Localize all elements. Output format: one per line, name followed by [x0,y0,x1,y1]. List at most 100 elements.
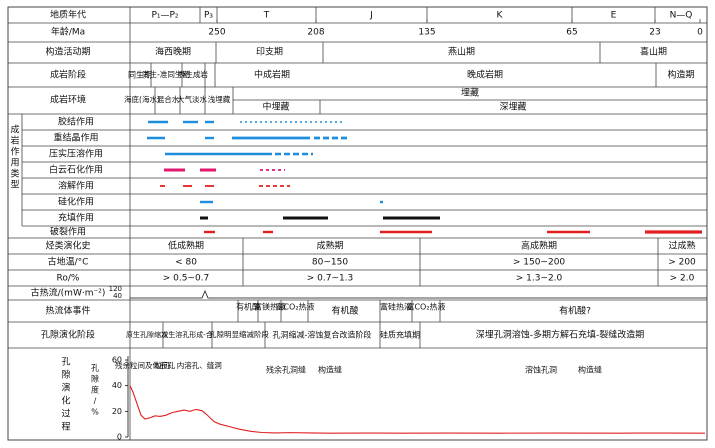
age-tick-label: 250 [208,28,225,38]
diagenesis-type-label: 重结晶作用 [53,132,98,144]
diagenesis-type-label: 白云石化作用 [49,164,103,176]
row-label-pore-process-char: 过 [61,408,70,420]
porosity-axis-label: 孔隙度 /% [91,364,99,417]
row-label-pore-process-char: 程 [61,422,70,433]
diagenesis-type-label: 胶结作用 [58,116,94,128]
ro-label: > 1.3~2.0 [516,274,563,284]
row-label-ro: Ro/% [57,274,80,284]
maturity-label: 高成熟期 [521,240,557,252]
period-label: J [369,11,373,21]
stage-label: 中成岩期 [254,69,290,81]
event-label: 富CO₂热液 [275,302,314,312]
pore-stage-label: 深埋孔洞溶蚀-多期方解石充填-裂缝改造期 [476,329,645,341]
env-label: 混合水 [157,94,180,104]
porosity-axis-label-char: % [91,408,99,417]
row-label-pore-stage: 孔隙演化阶段 [41,329,95,341]
maturity-label: 低成熟期 [168,240,204,252]
period-label: T [263,11,270,21]
pore-stage-label: 孔洞缩减-溶蚀复合改造阶段 [273,330,372,340]
period-label: P₃ [204,11,213,21]
stage-label: 构造期 [667,69,694,81]
tectonic-label: 印支期 [256,46,283,58]
row-label-diagenesis-group-char: 型 [10,180,19,191]
event-label: 富CO₂热液 [406,302,445,312]
row-label-pore-process-char: 隙 [61,369,70,381]
paleotemp-label: 80~150 [312,258,348,268]
age-tick-label: 0 [697,28,703,38]
diagenesis-type-label: 充填作用 [58,212,94,224]
row-label-diagenesis-group-char: 岩 [10,135,19,147]
heat-flow-curve [130,289,707,299]
stage-label: 同生期 [128,70,152,80]
diagenesis-type-label: 溶解作用 [58,180,94,192]
porosity-axis-label-char: 隙 [91,374,99,384]
row-label-fracture: 破裂作用 [50,226,86,238]
event-label: 有机酸 [331,305,358,317]
maturity-label: 成熟期 [316,240,343,252]
porosity-tick-label: 20 [112,407,122,416]
row-label-paleotemp: 古地温/°C [48,256,89,268]
row-label-hydrocarbon-history: 烃类演化史 [45,240,90,252]
age-tick-label: 23 [649,28,660,38]
pore-stage-label: 孔隙明显缩减阶段 [209,329,269,339]
porosity-curve [129,385,706,434]
pore-stage-label: 次生溶孔形成-合 [161,330,213,339]
env-label: 大气淡水 [177,94,207,104]
row-label-diagenetic-stage: 成岩阶段 [50,69,86,81]
heat-flow-tick: 40 [113,292,122,300]
porosity-tick-label: 40 [112,381,122,390]
porosity-axis-label-char: 度 [91,385,99,395]
paleotemp-label: < 80 [175,258,197,268]
ro-label: > 2.0 [670,274,695,284]
tectonic-label: 海西晚期 [155,46,191,58]
row-label-heat-flow: 古热流/(mW·m⁻²) [31,287,106,299]
stage-label: 同生-准同生期 [142,69,190,79]
row-label-thermal-fluid: 热流体事件 [45,305,90,317]
age-tick-label: 135 [418,28,435,38]
event-label: 有机酸 [236,302,260,312]
stage-label: 晚成岩期 [467,69,503,81]
env-label: 中埋藏 [262,101,289,113]
pore-annotation: 构造缝 [578,365,602,375]
env-label: 深埋藏 [499,101,526,113]
pore-annotation: 构造缝 [318,365,342,375]
porosity-tick-label: 60 [112,356,122,365]
row-label-age-ma: 年龄/Ma [51,26,85,38]
diagenesis-type-label: 压实压溶作用 [49,148,103,160]
diagenesis-bars [147,120,702,234]
row-label-diagenesis-group-char: 用 [10,158,19,169]
row-label-tectonic: 构造活动期 [45,46,90,58]
heat-flow-tick: 120 [109,285,122,293]
pore-annotation: 残余孔洞缝 [266,365,306,375]
row-label-pore-process-char: 孔 [61,357,70,368]
porosity-axis-label-char: 孔 [91,364,99,373]
row-label-pore-process-char: 化 [61,395,70,407]
pore-annotation: 残余粒间及体腔孔 [115,360,175,370]
pore-stage-label: 硅质充填期 [380,330,420,340]
age-tick-label: 208 [307,28,324,38]
table-border [7,6,708,441]
tectonic-label: 燕山期 [448,46,475,58]
event-label: 有机酸? [559,305,591,317]
env-label: 海底(海水) [124,94,160,104]
event-label: 富硅热液 [380,302,412,312]
tectonic-label: 喜山期 [640,46,667,58]
stage-label: 表生成岩 [178,69,208,79]
event-label: 富镁热液 [254,302,286,312]
row-label-diagenesis-group-char: 类 [10,168,19,180]
paleotemp-label: > 150~200 [513,258,566,268]
env-label: 埋藏 [461,87,479,99]
porosity-axis-label-char: / [94,397,97,406]
row-label-pore-process-char: 演 [61,382,70,394]
ro-label: > 0.7~1.3 [307,274,354,284]
pore-stage-label: 原生孔隙缩减 [126,330,168,339]
env-label: 浅埋藏 [208,94,231,104]
ro-label: > 0.5~0.7 [163,274,210,284]
porosity-tick-label: 0 [117,433,122,442]
paleotemp-label: > 200 [668,258,696,268]
